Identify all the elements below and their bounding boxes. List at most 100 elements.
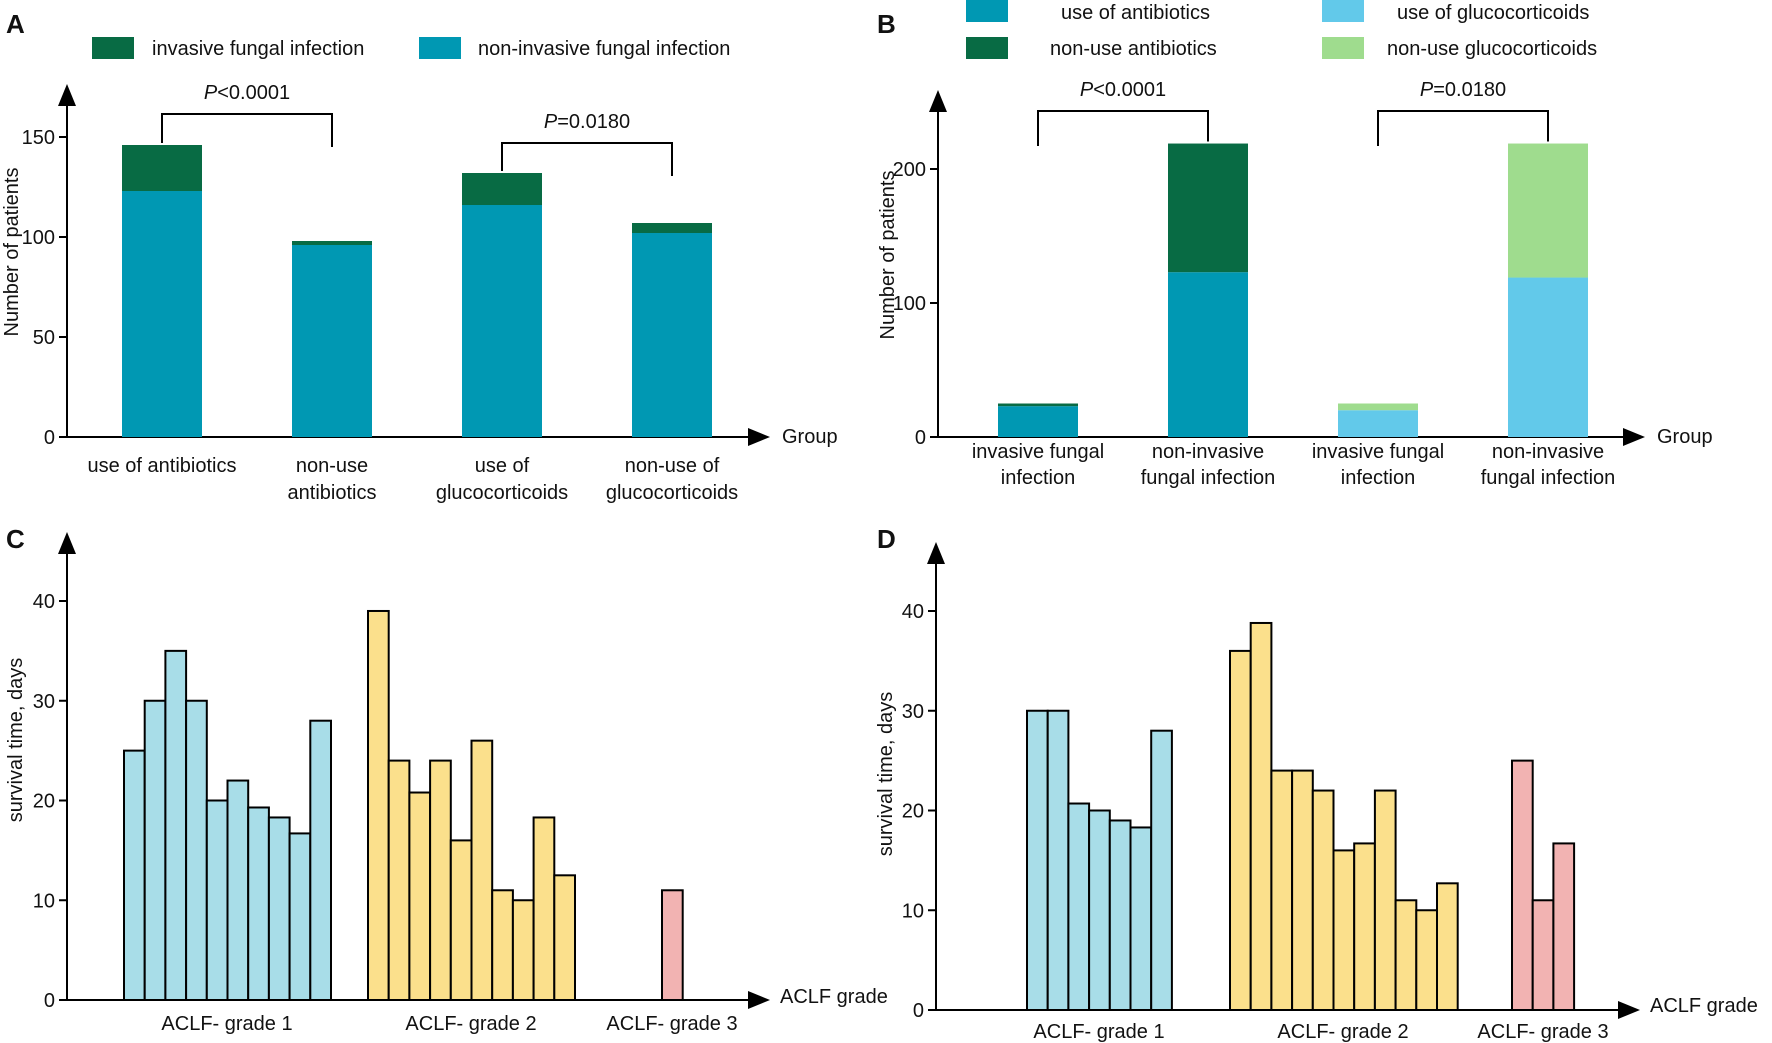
significance-bracket [1377,110,1549,146]
y-axis-arrow-a [58,84,76,106]
y-tick-label-a: 100 [22,227,55,249]
y-tick-label-c: 10 [33,890,55,912]
bar-segment [1508,277,1588,437]
bar-segment [632,233,712,437]
survival-bar [1129,826,1153,1012]
bar-segment [998,403,1078,407]
p-value-label: P=0.0180 [1420,79,1506,101]
survival-bar [1332,849,1356,1012]
survival-bar [1394,899,1418,1012]
survival-bar [247,806,270,1001]
x-category-label: invasive fungal [972,441,1104,463]
survival-bar [1373,789,1397,1011]
x-group-label: ACLF- grade 2 [405,1013,536,1035]
bar-segment [292,245,372,437]
bars-d [1026,621,1576,1012]
p-value-label: P<0.0001 [1080,79,1166,101]
survival-bar [288,832,312,1001]
bar-segment [632,223,712,233]
bar-segment [122,145,202,191]
survival-bar [267,816,291,1002]
y-tick-label-b: 200 [893,159,926,181]
bar-segment [1338,410,1418,437]
y-tick-label-c: 0 [44,990,55,1012]
x-axis-arrow-c [748,991,770,1009]
y-axis-arrow-c [58,532,76,554]
bars-b [998,143,1588,437]
x-category-label: fungal infection [1481,467,1616,489]
panel-b: B use of antibiotics use of glucocortico… [877,0,1713,489]
survival-bar [1531,899,1555,1012]
legend-label-use-glucocorticoids: use of glucocorticoids [1397,2,1589,24]
y-axis-label-b: Number of patients [877,171,899,340]
y-tick-label-d: 0 [913,1000,924,1022]
significance-brackets-a: P<0.0001 P=0.0180 [161,82,673,176]
y-tick-label-d: 40 [902,601,924,623]
survival-bar [387,759,411,1001]
legend-swatch-non-use-glucocorticoids [1322,37,1364,59]
survival-bar [205,799,229,1001]
x-category-label: infection [1001,467,1076,489]
legend-a: invasive fungal infection non-invasive f… [92,37,730,60]
x-category-label: use of [475,455,530,477]
survival-bar [1511,759,1534,1011]
bar-segment [1508,143,1588,278]
x-group-label: ACLF- grade 1 [1033,1021,1164,1043]
survival-bar [661,889,684,1002]
x-category-label: glucocorticoids [606,482,738,504]
x-category-label: fungal infection [1141,467,1276,489]
survival-bar [1436,882,1459,1012]
survival-bar [226,779,250,1001]
survival-bar [164,649,188,1001]
y-axis-label-c: survival time, days [5,658,27,823]
x-axis-arrow-a [748,428,770,446]
survival-bar [1291,769,1314,1011]
y-tick-label-d: 30 [902,701,924,723]
survival-bar [1067,802,1091,1012]
y-tick-label-c: 30 [33,691,55,713]
y-tick-label-a: 150 [22,127,55,149]
p-value-label: P=0.0180 [544,111,630,133]
bar-segment [292,241,372,245]
y-ticks-d: 0 10 20 30 40 [902,601,936,1022]
x-category-label: non-invasive [1152,441,1264,463]
bars-c [123,609,684,1002]
survival-bar [470,739,494,1002]
x-category-labels-a: use of antibiotics non-use antibiotics use … [88,455,739,504]
x-category-labels-b: invasive fungal infection non-invasive fung… [972,441,1615,489]
x-group-label: ACLF- grade 3 [606,1013,737,1035]
survival-bar [1353,842,1376,1011]
bar-segment [1168,143,1248,273]
survival-bar [185,699,208,1001]
x-category-label: invasive fungal [1312,441,1444,463]
survival-bar [1088,809,1111,1011]
survival-bar [449,839,473,1002]
x-category-label: non-invasive [1492,441,1604,463]
y-tick-label-d: 20 [902,801,924,823]
y-tick-label-a: 0 [44,427,55,449]
survival-bar [511,899,535,1001]
y-axis-label-d: survival time, days [875,692,897,857]
panel-a: A invasive fungal infection non-invasive… [1,9,838,504]
legend-label-non-use-glucocorticoids: non-use glucocorticoids [1387,38,1597,60]
x-category-label: glucocorticoids [436,482,568,504]
y-tick-label-c: 40 [33,591,55,613]
panel-label-a: A [6,9,25,39]
legend-label-non-invasive: non-invasive fungal infection [478,38,730,60]
significance-bracket [161,113,333,147]
x-group-labels-d: ACLF- grade 1 ACLF- grade 2 ACLF- grade 3 [1033,1021,1608,1043]
y-ticks-b: 0 100 200 [893,159,938,449]
legend-b: use of antibiotics use of glucocorticoid… [966,0,1597,60]
x-category-label: infection [1341,467,1416,489]
x-group-labels-c: ACLF- grade 1 ACLF- grade 2 ACLF- grade 3 [161,1013,737,1035]
legend-label-invasive: invasive fungal infection [152,38,364,60]
x-category-label: use of antibiotics [88,455,237,477]
survival-bar [1229,649,1252,1012]
panel-label-b: B [877,9,896,39]
y-ticks-c: 0 10 20 30 40 [33,591,67,1012]
legend-swatch-use-antibiotics [966,0,1008,22]
legend-label-non-use-antibiotics: non-use antibiotics [1050,38,1217,60]
survival-bar [491,889,514,1002]
